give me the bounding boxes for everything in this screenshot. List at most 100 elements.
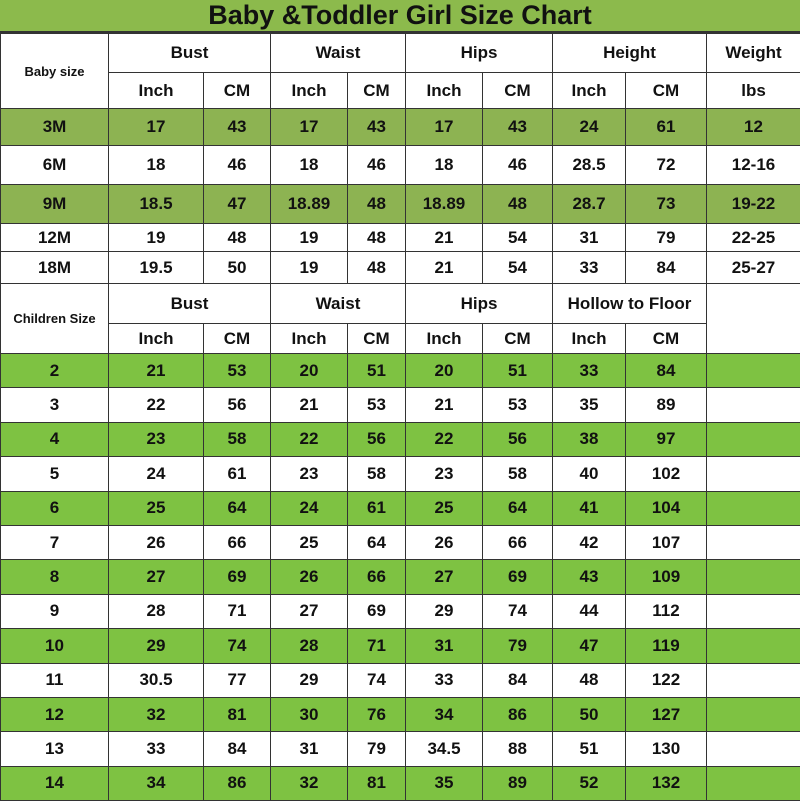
value-cell: 89 bbox=[483, 766, 553, 800]
value-cell: 48 bbox=[553, 663, 626, 697]
value-cell: 33 bbox=[406, 663, 483, 697]
value-cell: 51 bbox=[483, 354, 553, 388]
size-cell: 6M bbox=[1, 146, 109, 185]
value-cell: 18.89 bbox=[406, 185, 483, 224]
chart-title: Baby &Toddler Girl Size Chart bbox=[0, 0, 800, 33]
value-cell: 19-22 bbox=[707, 185, 800, 224]
value-cell: 88 bbox=[483, 732, 553, 766]
value-cell: 41 bbox=[553, 491, 626, 525]
children-size-label: Children Size bbox=[1, 284, 109, 354]
unit-header: Inch bbox=[406, 324, 483, 354]
value-cell: 71 bbox=[204, 594, 271, 628]
empty-cell bbox=[707, 697, 800, 731]
value-cell: 84 bbox=[204, 732, 271, 766]
value-cell: 34 bbox=[109, 766, 204, 800]
value-cell: 47 bbox=[204, 185, 271, 224]
unit-header: CM bbox=[483, 324, 553, 354]
value-cell: 132 bbox=[626, 766, 707, 800]
empty-cell bbox=[707, 766, 800, 800]
group-header: Hips bbox=[406, 34, 553, 73]
value-cell: 77 bbox=[204, 663, 271, 697]
empty-cell bbox=[707, 525, 800, 559]
value-cell: 53 bbox=[483, 388, 553, 422]
unit-header: CM bbox=[626, 73, 707, 109]
value-cell: 66 bbox=[483, 525, 553, 559]
value-cell: 29 bbox=[271, 663, 348, 697]
value-cell: 23 bbox=[406, 457, 483, 491]
value-cell: 81 bbox=[204, 697, 271, 731]
unit-header: CM bbox=[483, 73, 553, 109]
value-cell: 43 bbox=[553, 560, 626, 594]
empty-cell bbox=[707, 354, 800, 388]
value-cell: 89 bbox=[626, 388, 707, 422]
value-cell: 74 bbox=[483, 594, 553, 628]
value-cell: 50 bbox=[553, 697, 626, 731]
value-cell: 30 bbox=[271, 697, 348, 731]
value-cell: 50 bbox=[204, 252, 271, 284]
size-cell: 9 bbox=[1, 594, 109, 628]
value-cell: 20 bbox=[406, 354, 483, 388]
value-cell: 34 bbox=[406, 697, 483, 731]
value-cell: 58 bbox=[348, 457, 406, 491]
value-cell: 52 bbox=[553, 766, 626, 800]
unit-header: Inch bbox=[109, 324, 204, 354]
value-cell: 48 bbox=[348, 185, 406, 224]
size-cell: 3 bbox=[1, 388, 109, 422]
group-header: Weight bbox=[707, 34, 800, 73]
value-cell: 21 bbox=[271, 388, 348, 422]
value-cell: 33 bbox=[553, 354, 626, 388]
size-cell: 12 bbox=[1, 697, 109, 731]
value-cell: 21 bbox=[406, 252, 483, 284]
value-cell: 69 bbox=[204, 560, 271, 594]
value-cell: 40 bbox=[553, 457, 626, 491]
value-cell: 29 bbox=[109, 629, 204, 663]
value-cell: 18.5 bbox=[109, 185, 204, 224]
value-cell: 74 bbox=[204, 629, 271, 663]
value-cell: 20 bbox=[271, 354, 348, 388]
value-cell: 61 bbox=[348, 491, 406, 525]
value-cell: 28.5 bbox=[553, 146, 626, 185]
unit-header: Inch bbox=[406, 73, 483, 109]
value-cell: 19 bbox=[109, 224, 204, 252]
value-cell: 127 bbox=[626, 697, 707, 731]
empty-cell bbox=[707, 284, 800, 354]
value-cell: 66 bbox=[348, 560, 406, 594]
value-cell: 18 bbox=[109, 146, 204, 185]
value-cell: 26 bbox=[406, 525, 483, 559]
value-cell: 17 bbox=[271, 109, 348, 146]
value-cell: 32 bbox=[271, 766, 348, 800]
empty-cell bbox=[707, 629, 800, 663]
value-cell: 25 bbox=[271, 525, 348, 559]
empty-cell bbox=[707, 422, 800, 456]
size-cell: 7 bbox=[1, 525, 109, 559]
value-cell: 38 bbox=[553, 422, 626, 456]
value-cell: 25-27 bbox=[707, 252, 800, 284]
value-cell: 24 bbox=[109, 457, 204, 491]
value-cell: 84 bbox=[626, 252, 707, 284]
size-cell: 14 bbox=[1, 766, 109, 800]
value-cell: 25 bbox=[406, 491, 483, 525]
value-cell: 24 bbox=[553, 109, 626, 146]
value-cell: 26 bbox=[271, 560, 348, 594]
value-cell: 22-25 bbox=[707, 224, 800, 252]
unit-header: Inch bbox=[553, 73, 626, 109]
value-cell: 53 bbox=[204, 354, 271, 388]
value-cell: 17 bbox=[109, 109, 204, 146]
value-cell: 64 bbox=[204, 491, 271, 525]
value-cell: 73 bbox=[626, 185, 707, 224]
value-cell: 58 bbox=[483, 457, 553, 491]
value-cell: 22 bbox=[271, 422, 348, 456]
value-cell: 54 bbox=[483, 224, 553, 252]
group-header: Bust bbox=[109, 284, 271, 324]
empty-cell bbox=[707, 457, 800, 491]
unit-header: CM bbox=[204, 324, 271, 354]
value-cell: 28 bbox=[271, 629, 348, 663]
size-cell: 5 bbox=[1, 457, 109, 491]
